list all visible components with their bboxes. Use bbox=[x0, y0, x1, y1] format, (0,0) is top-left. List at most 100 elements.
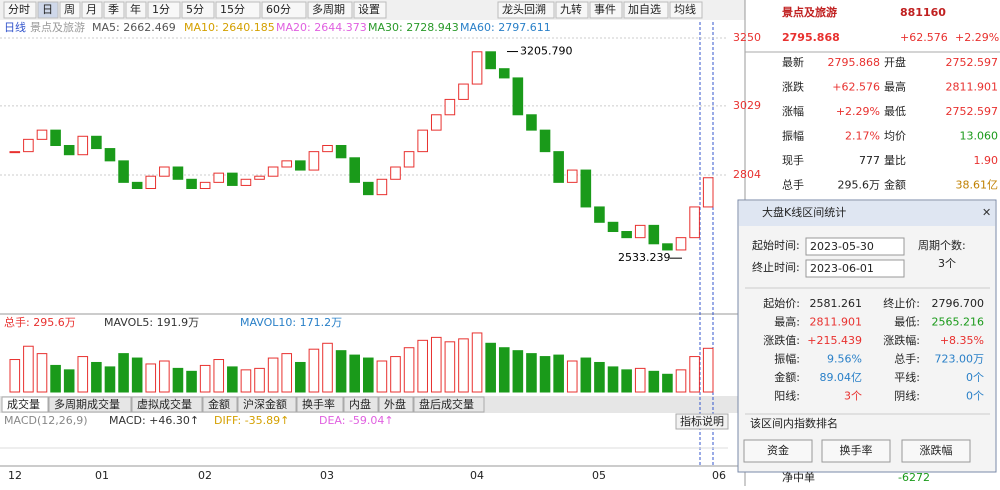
volume-bar bbox=[648, 370, 660, 393]
volume-bar bbox=[675, 369, 687, 393]
date-value[interactable]: 2023-05-30 bbox=[810, 240, 874, 253]
tab-label[interactable]: 成交量 bbox=[7, 397, 40, 411]
toolbar-button-label[interactable]: 周 bbox=[64, 3, 75, 16]
toolbar-button[interactable] bbox=[353, 1, 387, 19]
toolbar-button-label[interactable]: 季 bbox=[108, 3, 119, 16]
tab[interactable] bbox=[237, 396, 297, 413]
candle bbox=[471, 51, 483, 85]
tab-label[interactable]: 多周期成交量 bbox=[54, 397, 120, 411]
stat-key: 涨跌幅: bbox=[883, 333, 920, 347]
candle bbox=[390, 166, 401, 180]
tab[interactable] bbox=[48, 396, 132, 413]
toolbar-button-label[interactable]: 60分 bbox=[266, 3, 291, 16]
macd-legend: MACD(12,26,9) bbox=[4, 414, 88, 427]
date-input[interactable] bbox=[805, 259, 905, 278]
toolbar-button[interactable] bbox=[3, 1, 37, 19]
button[interactable] bbox=[743, 439, 813, 463]
candle bbox=[281, 160, 293, 168]
date-value[interactable]: 2023-06-01 bbox=[810, 262, 874, 275]
macd-legend: MACD: +46.30↑ bbox=[109, 414, 199, 427]
toolbar-button[interactable] bbox=[261, 1, 307, 19]
volume-bar bbox=[458, 338, 469, 393]
toolbar-button-label[interactable]: 设置 bbox=[358, 3, 380, 16]
toolbar-button[interactable] bbox=[37, 1, 59, 19]
volume-bar bbox=[63, 369, 75, 393]
tab-label[interactable]: 盘后成交量 bbox=[419, 397, 474, 411]
toolbar-button-label[interactable]: 日 bbox=[42, 3, 53, 16]
button[interactable] bbox=[821, 439, 891, 463]
quote-value: 2752.597 bbox=[946, 56, 999, 69]
volume-bar bbox=[512, 350, 524, 393]
help-button[interactable] bbox=[675, 413, 729, 430]
volume-bar bbox=[131, 357, 143, 393]
volume-bar bbox=[430, 336, 442, 393]
toolbar-button[interactable] bbox=[181, 1, 215, 19]
toolbar-button[interactable] bbox=[669, 1, 703, 19]
candle bbox=[349, 157, 360, 183]
toolbar-button-label[interactable]: 5分 bbox=[186, 3, 204, 16]
ma-legend: MA5: 2662.469 bbox=[92, 21, 176, 34]
tab[interactable] bbox=[1, 396, 49, 413]
quote-name: 景点及旅游 bbox=[781, 5, 837, 19]
toolbar-button[interactable] bbox=[589, 1, 623, 19]
toolbar-button-label[interactable]: 分时 bbox=[8, 3, 30, 16]
toolbar-button-label[interactable]: 年 bbox=[130, 2, 141, 16]
toolbar-button-label[interactable]: 加自选 bbox=[628, 3, 661, 16]
close-button[interactable]: ✕ bbox=[982, 206, 991, 219]
toolbar-button[interactable] bbox=[555, 1, 589, 19]
tab-label[interactable]: 换手率 bbox=[302, 397, 335, 411]
toolbar-button[interactable] bbox=[307, 1, 353, 19]
toolbar-button[interactable] bbox=[147, 1, 181, 19]
tab[interactable] bbox=[413, 396, 485, 413]
stat-key: 平线: bbox=[894, 370, 920, 384]
button-label[interactable]: 资金 bbox=[767, 443, 789, 457]
toolbar-button[interactable] bbox=[497, 1, 555, 19]
candle bbox=[213, 172, 225, 183]
toolbar-button-label[interactable]: 15分 bbox=[220, 3, 245, 16]
button[interactable] bbox=[901, 439, 971, 463]
help-label[interactable]: 指标说明 bbox=[680, 414, 724, 428]
x-tick-label: 06 bbox=[712, 469, 726, 482]
date-input[interactable] bbox=[805, 237, 905, 256]
toolbar-button-label[interactable]: 均线 bbox=[674, 2, 696, 16]
button-label[interactable]: 换手率 bbox=[840, 443, 873, 457]
toolbar-button-label[interactable]: 事件 bbox=[594, 3, 616, 16]
toolbar-button-label[interactable]: 月 bbox=[86, 3, 97, 16]
toolbar-button[interactable] bbox=[215, 1, 261, 19]
toolbar-button-label[interactable]: 多周期 bbox=[312, 2, 345, 16]
toolbar-button[interactable] bbox=[59, 1, 81, 19]
period-label: 日线 bbox=[4, 20, 26, 34]
stat-value: 89.04亿 bbox=[820, 371, 863, 384]
stat-key: 涨跌值: bbox=[763, 333, 800, 347]
toolbar-button[interactable] bbox=[623, 1, 669, 19]
tab[interactable] bbox=[378, 396, 414, 413]
tab[interactable] bbox=[131, 396, 203, 413]
volume-bar bbox=[349, 354, 360, 393]
candle bbox=[172, 166, 184, 180]
candle bbox=[77, 135, 89, 156]
toolbar-button[interactable] bbox=[125, 1, 147, 19]
quote-value: +2.29% bbox=[836, 105, 880, 118]
footer-label: 净中单 bbox=[782, 470, 815, 484]
toolbar-button-label[interactable]: 龙头回溯 bbox=[502, 3, 546, 16]
candle bbox=[199, 181, 211, 190]
tab[interactable] bbox=[296, 396, 344, 413]
tab[interactable] bbox=[343, 396, 379, 413]
tab-label[interactable]: 虚拟成交量 bbox=[137, 397, 192, 411]
stat-key: 终止价: bbox=[883, 296, 920, 310]
candle bbox=[430, 114, 442, 131]
toolbar-button-label[interactable]: 1分 bbox=[152, 3, 170, 16]
tab-label[interactable]: 外盘 bbox=[384, 397, 406, 411]
toolbar-button[interactable] bbox=[103, 1, 125, 19]
candle bbox=[227, 172, 238, 186]
tab-label[interactable]: 金额 bbox=[208, 397, 230, 411]
button-label[interactable]: 涨跌幅 bbox=[920, 443, 953, 457]
stat-value: 0个 bbox=[966, 371, 984, 384]
tab-label[interactable]: 沪深金额 bbox=[243, 397, 287, 411]
toolbar-button-label[interactable]: 九转 bbox=[560, 2, 582, 16]
toolbar-button[interactable] bbox=[81, 1, 103, 19]
tab[interactable] bbox=[202, 396, 238, 413]
tab-label[interactable]: 内盘 bbox=[349, 397, 371, 411]
quote-value: 295.6万 bbox=[838, 179, 881, 192]
volume-bar bbox=[77, 356, 89, 393]
